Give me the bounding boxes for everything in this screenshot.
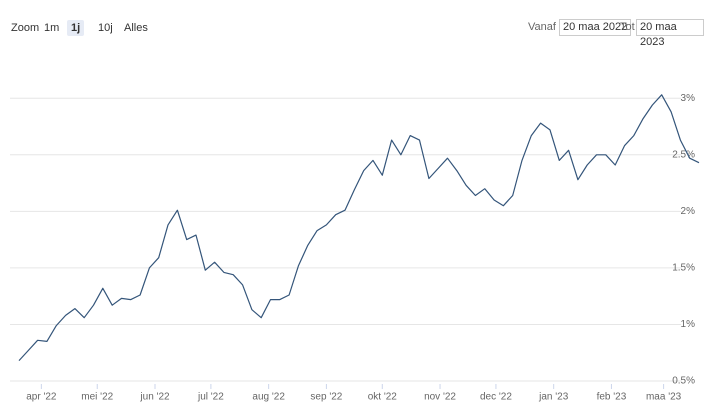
series-line [18, 94, 700, 362]
from-input[interactable]: 20 maa 2022 [559, 19, 632, 36]
x-tick-label: maa '23 [646, 392, 682, 403]
x-tick-label: jul '22 [197, 392, 224, 403]
zoom-button[interactable]: 1m [44, 22, 60, 34]
x-tick-label: aug '22 [252, 392, 285, 403]
x-tick-label: feb '23 [597, 392, 627, 403]
y-tick-label: 0.5% [672, 376, 695, 387]
to-label: Tot [620, 21, 635, 33]
y-tick-label: 1% [681, 319, 696, 330]
x-tick-label: dec '22 [480, 392, 512, 403]
to-input[interactable]: 20 maa 2023 [636, 19, 704, 48]
x-tick-label: jan '23 [538, 392, 569, 403]
zoom-button[interactable]: 10j [98, 22, 113, 34]
y-tick-label: 1.5% [672, 263, 695, 274]
from-label: Vanaf [528, 21, 556, 33]
x-tick-label: apr '22 [26, 392, 57, 403]
zoom-label: Zoom [11, 22, 40, 34]
x-tick-label: jun '22 [139, 392, 170, 403]
x-tick-label: nov '22 [424, 392, 456, 403]
x-tick-label: okt '22 [368, 392, 398, 403]
y-tick-label: 2% [681, 206, 696, 217]
x-tick-label: sep '22 [310, 392, 342, 403]
zoom-button[interactable]: 1j [67, 20, 85, 36]
y-tick-label: 2.5% [672, 149, 695, 160]
y-tick-label: 3% [681, 93, 696, 104]
zoom-button[interactable]: Alles [124, 22, 148, 34]
x-tick-label: mei '22 [81, 392, 113, 403]
